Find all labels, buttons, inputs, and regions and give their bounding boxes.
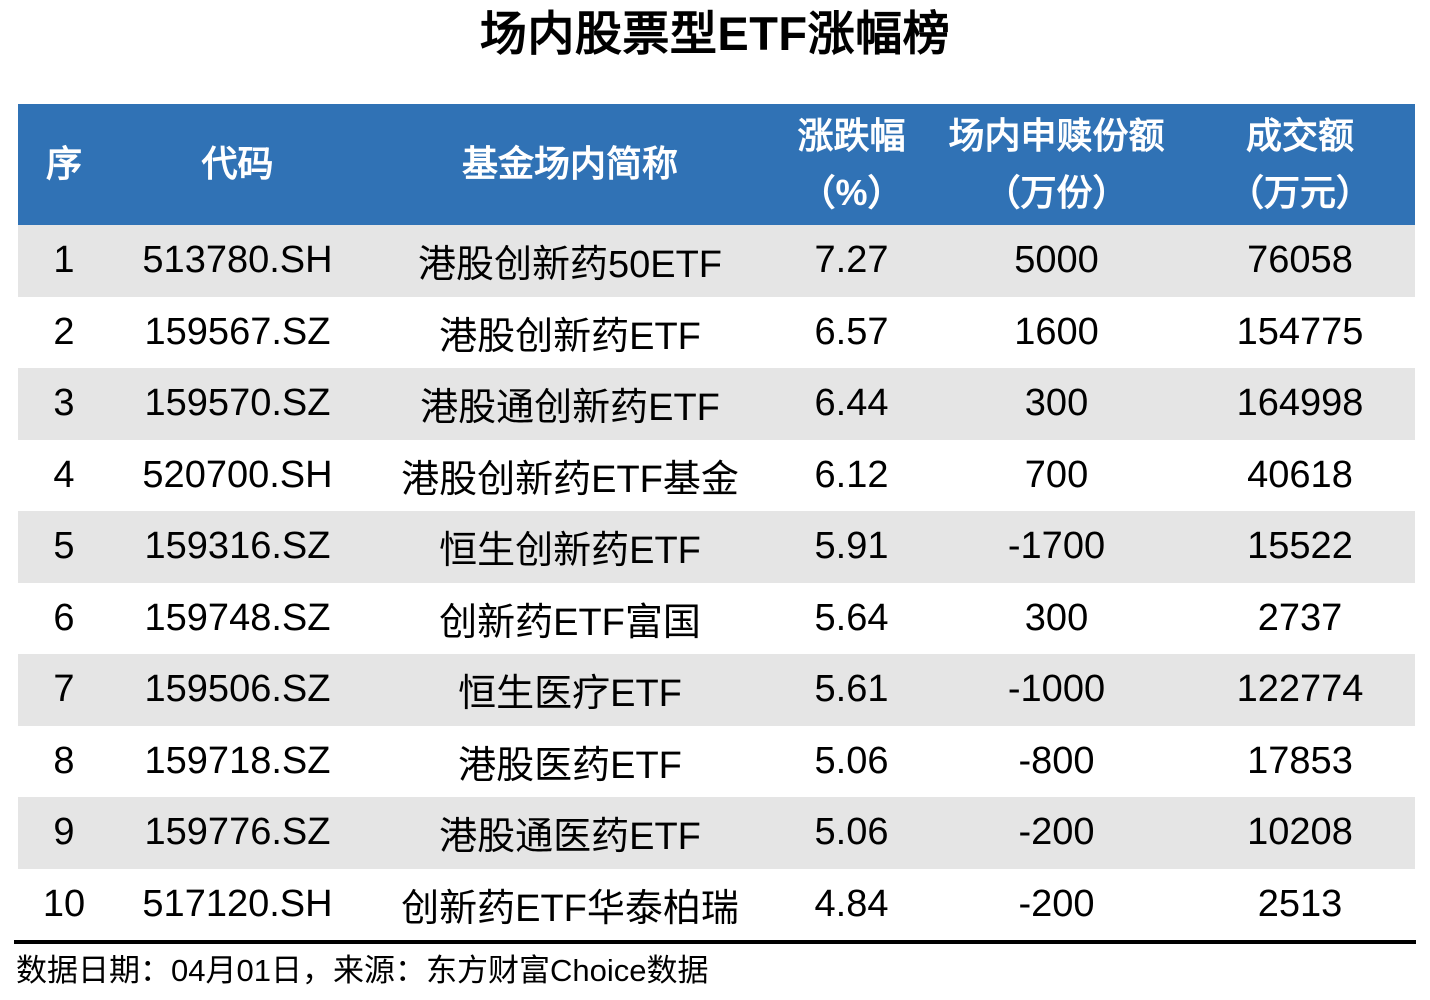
etf-gainers-table: 序代码 基金场内简称 涨跌幅 （%） 场内申赎份额 （万份） 成交额 （万元） 1 513…	[18, 104, 1415, 940]
cell-change_pct: 7.27	[775, 225, 928, 297]
cell-shares: -200	[928, 868, 1185, 940]
table-row: 7 159506.SZ 恒生医疗ETF 5.61 -1000 122774	[18, 654, 1415, 726]
cell-rank: 1	[18, 225, 110, 297]
cell-code: 159748.SZ	[110, 582, 365, 654]
cell-turnover: 15522	[1185, 511, 1415, 583]
cell-code: 159776.SZ	[110, 797, 365, 869]
table-row: 10 517120.SH 创新药ETF华泰柏瑞 4.84 -200 2513	[18, 868, 1415, 940]
cell-shares: 5000	[928, 225, 1185, 297]
cell-change_pct: 5.06	[775, 725, 928, 797]
cell-name: 创新药ETF富国	[365, 582, 775, 654]
cell-code: 159567.SZ	[110, 296, 365, 368]
cell-turnover: 164998	[1185, 368, 1415, 440]
cell-rank: 6	[18, 582, 110, 654]
cell-turnover: 17853	[1185, 725, 1415, 797]
column-header-turnover: 成交额 （万元）	[1185, 104, 1415, 225]
cell-change_pct: 5.61	[775, 654, 928, 726]
cell-change_pct: 6.12	[775, 439, 928, 511]
cell-name: 港股医药ETF	[365, 725, 775, 797]
table-row: 6 159748.SZ 创新药ETF富国 5.64 300 2737	[18, 582, 1415, 654]
data-source-note: 数据日期：04月01日，来源：东方财富Choice数据	[16, 953, 709, 988]
cell-turnover: 154775	[1185, 296, 1415, 368]
column-header-code: 代码	[110, 104, 365, 225]
cell-turnover: 76058	[1185, 225, 1415, 297]
cell-code: 517120.SH	[110, 868, 365, 940]
cell-shares: 300	[928, 368, 1185, 440]
cell-name: 恒生创新药ETF	[365, 511, 775, 583]
cell-name: 创新药ETF华泰柏瑞	[365, 868, 775, 940]
cell-code: 159718.SZ	[110, 725, 365, 797]
cell-change_pct: 6.44	[775, 368, 928, 440]
etf-table-header-row: 序代码 基金场内简称 涨跌幅 （%） 场内申赎份额 （万份） 成交额 （万元）	[18, 104, 1415, 225]
table-row: 8 159718.SZ 港股医药ETF 5.06 -800 17853	[18, 725, 1415, 797]
cell-turnover: 2513	[1185, 868, 1415, 940]
column-header-rank: 序	[18, 104, 110, 225]
cell-name: 港股通创新药ETF	[365, 368, 775, 440]
table-row: 2 159567.SZ 港股创新药ETF 6.57 1600 154775	[18, 296, 1415, 368]
column-header-name: 基金场内简称	[365, 104, 775, 225]
cell-rank: 10	[18, 868, 110, 940]
cell-name: 港股创新药ETF	[365, 296, 775, 368]
table-row: 3 159570.SZ 港股通创新药ETF 6.44 300 164998	[18, 368, 1415, 440]
table-row: 5 159316.SZ 恒生创新药ETF 5.91 -1700 15522	[18, 511, 1415, 583]
page-title: 场内股票型ETF涨幅榜	[479, 7, 951, 60]
column-header-shares: 场内申赎份额 （万份）	[928, 104, 1185, 225]
cell-shares: 700	[928, 439, 1185, 511]
cell-turnover: 2737	[1185, 582, 1415, 654]
cell-name: 港股创新药50ETF	[365, 225, 775, 297]
cell-code: 159506.SZ	[110, 654, 365, 726]
cell-change_pct: 5.06	[775, 797, 928, 869]
cell-rank: 8	[18, 725, 110, 797]
footer-divider-line	[14, 940, 1416, 944]
cell-rank: 4	[18, 439, 110, 511]
cell-shares: -1700	[928, 511, 1185, 583]
cell-shares: 1600	[928, 296, 1185, 368]
cell-turnover: 10208	[1185, 797, 1415, 869]
cell-rank: 2	[18, 296, 110, 368]
cell-rank: 3	[18, 368, 110, 440]
cell-shares: -1000	[928, 654, 1185, 726]
cell-shares: -200	[928, 797, 1185, 869]
etf-table-header: 序代码 基金场内简称 涨跌幅 （%） 场内申赎份额 （万份） 成交额 （万元）	[18, 104, 1415, 225]
table-row: 4 520700.SH 港股创新药ETF基金 6.12 700 40618	[18, 439, 1415, 511]
cell-name: 恒生医疗ETF	[365, 654, 775, 726]
cell-rank: 9	[18, 797, 110, 869]
cell-change_pct: 5.64	[775, 582, 928, 654]
cell-change_pct: 5.91	[775, 511, 928, 583]
column-header-change_pct: 涨跌幅 （%）	[775, 104, 928, 225]
etf-table-body: 1 513780.SH 港股创新药50ETF 7.27 5000 76058 2 159567…	[18, 225, 1415, 940]
cell-name: 港股创新药ETF基金	[365, 439, 775, 511]
cell-name: 港股通医药ETF	[365, 797, 775, 869]
cell-code: 520700.SH	[110, 439, 365, 511]
cell-change_pct: 4.84	[775, 868, 928, 940]
cell-rank: 7	[18, 654, 110, 726]
cell-code: 513780.SH	[110, 225, 365, 297]
cell-rank: 5	[18, 511, 110, 583]
cell-shares: -800	[928, 725, 1185, 797]
cell-turnover: 122774	[1185, 654, 1415, 726]
cell-change_pct: 6.57	[775, 296, 928, 368]
cell-shares: 300	[928, 582, 1185, 654]
table-row: 1 513780.SH 港股创新药50ETF 7.27 5000 76058	[18, 225, 1415, 297]
cell-turnover: 40618	[1185, 439, 1415, 511]
table-row: 9 159776.SZ 港股通医药ETF 5.06 -200 10208	[18, 797, 1415, 869]
cell-code: 159570.SZ	[110, 368, 365, 440]
cell-code: 159316.SZ	[110, 511, 365, 583]
